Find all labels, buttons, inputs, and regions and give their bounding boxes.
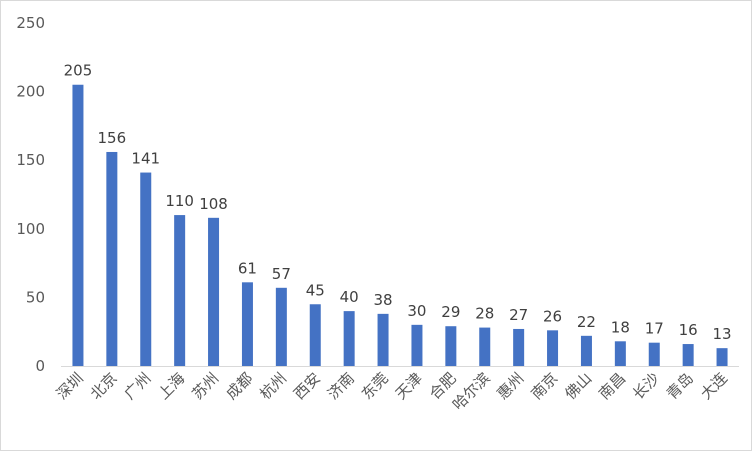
data-label: 22 xyxy=(577,313,596,331)
y-tick-label: 0 xyxy=(35,357,45,375)
y-tick-label: 250 xyxy=(16,14,45,32)
x-axis: 深圳 北京 广州 上海 苏州 成都 杭州 西安 济南 东莞 天津 合肥哈尔滨 惠州 南京 佛山 南昌 长沙 青岛大… xyxy=(53,369,731,414)
y-tick-label: 150 xyxy=(16,151,45,169)
bar xyxy=(513,328,525,366)
y-axis: 0 50 100 150 200 250 xyxy=(16,14,45,375)
data-label: 28 xyxy=(475,305,494,323)
bar xyxy=(614,341,626,366)
bar xyxy=(682,344,694,366)
bar xyxy=(140,172,152,366)
x-tick-label: 哈尔滨 xyxy=(449,369,494,414)
bar xyxy=(377,313,389,366)
data-label: 38 xyxy=(374,291,393,309)
bar xyxy=(547,330,559,366)
x-tick-label: 西安 xyxy=(290,369,324,403)
x-tick-label: 杭州 xyxy=(256,369,290,403)
x-tick-label: 北京 xyxy=(87,369,121,403)
x-tick-label: 东莞 xyxy=(358,369,392,403)
bar xyxy=(309,304,321,366)
data-label: 27 xyxy=(509,306,528,324)
data-label: 29 xyxy=(441,303,460,321)
x-tick-label: 上海 xyxy=(155,369,189,403)
y-tick-label: 200 xyxy=(16,83,45,101)
bar xyxy=(445,326,457,366)
bar xyxy=(106,151,118,366)
data-label: 108 xyxy=(199,195,228,213)
x-tick-label: 天津 xyxy=(392,369,426,403)
bar xyxy=(241,282,253,366)
data-label: 205 xyxy=(64,62,93,80)
bar xyxy=(343,311,355,366)
x-tick-label: 长沙 xyxy=(629,369,663,403)
y-tick-label: 50 xyxy=(26,288,45,306)
x-tick-label: 佛山 xyxy=(561,369,595,403)
data-label: 61 xyxy=(238,259,257,277)
bar xyxy=(72,84,84,367)
data-label: 17 xyxy=(645,320,664,338)
x-tick-label: 苏州 xyxy=(188,369,222,403)
bar xyxy=(174,215,186,366)
bar xyxy=(275,287,287,366)
data-label: 40 xyxy=(340,288,359,306)
bar xyxy=(479,327,491,366)
x-tick-label: 南京 xyxy=(527,369,561,403)
data-label: 57 xyxy=(272,265,291,283)
data-label: 26 xyxy=(543,307,562,325)
x-tick-label: 深圳 xyxy=(53,369,87,403)
bar xyxy=(580,335,592,366)
data-label: 156 xyxy=(98,129,127,147)
bar xyxy=(716,348,728,366)
data-label: 110 xyxy=(165,192,194,210)
data-label: 16 xyxy=(679,321,698,339)
data-label: 18 xyxy=(611,318,630,336)
x-tick-label: 南昌 xyxy=(595,369,629,403)
data-label: 30 xyxy=(407,302,426,320)
bar xyxy=(208,217,220,366)
x-tick-label: 广州 xyxy=(121,369,155,403)
bar xyxy=(411,324,423,366)
x-tick-label: 成都 xyxy=(222,369,256,403)
bars xyxy=(72,84,728,367)
x-tick-label: 青岛 xyxy=(663,369,697,403)
y-tick-label: 100 xyxy=(16,220,45,238)
data-label: 141 xyxy=(131,150,160,168)
data-label: 45 xyxy=(306,281,325,299)
data-label: 13 xyxy=(713,325,732,343)
x-tick-label: 大连 xyxy=(697,369,731,403)
x-tick-label: 惠州 xyxy=(494,369,528,403)
bar xyxy=(648,342,660,366)
x-tick-label: 济南 xyxy=(324,369,358,403)
